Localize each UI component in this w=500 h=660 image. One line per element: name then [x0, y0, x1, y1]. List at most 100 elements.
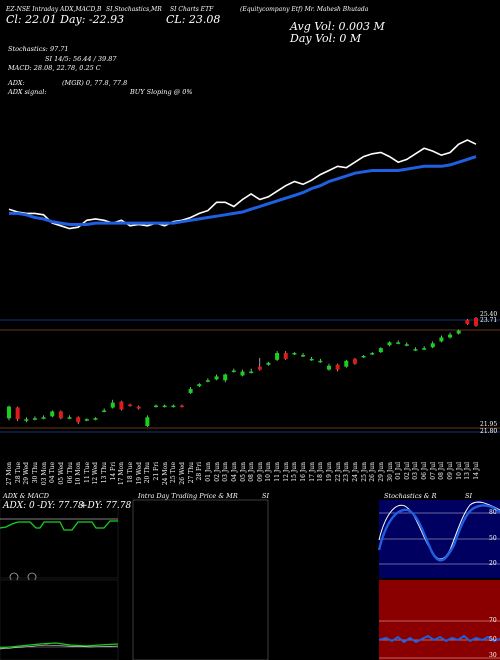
date-tick-label: 10 Mon	[75, 462, 83, 486]
rsi-panel	[379, 580, 500, 660]
candle-body	[249, 371, 254, 374]
date-tick-label: 10 Jun	[265, 462, 273, 482]
date-tick-label: 06 Thu	[66, 462, 74, 484]
candle-body	[344, 360, 349, 367]
date-tick-label: 24 Jun	[351, 462, 359, 482]
date-tick-label: 15 Jun	[291, 462, 299, 482]
candle-body	[41, 417, 46, 419]
date-tick-label: 11 Jun	[274, 462, 282, 482]
rsi-level-70: 70	[489, 617, 497, 624]
candle-body	[283, 353, 288, 359]
day-volume: Day Vol: 0 M	[290, 32, 362, 45]
candle-body	[413, 349, 418, 351]
stoch-level-80: 80	[489, 509, 497, 516]
candle-body	[266, 362, 271, 365]
candle-body	[136, 406, 141, 409]
date-tick-label: 29 Wed	[23, 462, 31, 485]
date-tick-label: 02 Jul	[403, 462, 411, 480]
close-price: CL: 23.08	[166, 13, 221, 26]
stoch-k-line	[378, 501, 500, 560]
date-tick-label: 01 Jun	[204, 462, 212, 482]
intraday-panel-title: Intra Day Trading Price & MR	[138, 492, 238, 500]
candle-body	[50, 411, 55, 417]
candle-body	[110, 402, 115, 408]
date-tick-label: 04 Tue	[49, 462, 57, 483]
candle-body	[102, 410, 107, 412]
date-tick-label: 18 Tue	[127, 462, 135, 483]
date-tick-label: 29 Jun	[377, 462, 385, 482]
date-tick-label: 18 Jun	[317, 462, 325, 482]
date-tick-label: 13 Thu	[101, 462, 109, 484]
axis-label-bottom: 21.95	[480, 421, 498, 428]
candle-body	[422, 348, 427, 350]
header-indicators: X,MACD,B	[69, 6, 102, 13]
candle-body	[15, 407, 20, 420]
date-tick-label: 08 Jun	[248, 462, 256, 482]
candle-body	[240, 371, 245, 376]
date-tick-label: 03 Jun	[222, 462, 230, 482]
stoch-level-20: 20	[489, 560, 497, 567]
date-tick-label: 05 Wed	[57, 462, 65, 485]
macd-signal-line	[0, 644, 119, 650]
axis-label-top: 25.40	[480, 311, 498, 318]
date-tick-label: 23 Jun	[343, 462, 351, 482]
candle-body	[154, 405, 159, 408]
stochastics-readout: Stochastics: 97.71	[8, 45, 69, 53]
candle-body	[430, 343, 435, 348]
candle-body	[93, 418, 98, 420]
candle-body	[231, 370, 236, 373]
rsi-line	[378, 634, 500, 644]
stochastics-panel	[379, 500, 500, 578]
candle-body	[67, 417, 72, 419]
date-tick-label: 02 Jun	[213, 462, 221, 482]
stoch-panel-title: Stochastics & R	[384, 492, 437, 500]
date-tick-label: 19 Jun	[325, 462, 333, 482]
adx-signal-label: ADX signal:	[8, 88, 47, 96]
date-tick-label: 08 Jul	[438, 462, 446, 480]
candle-body	[84, 419, 89, 421]
candle-body	[257, 366, 262, 370]
date-tick-label: 09 Jul	[447, 462, 455, 480]
axis-label-top-2: 23.71	[480, 317, 498, 324]
close-change: Cl: 22.01 Day: -22.93	[6, 13, 125, 26]
date-tick-label: 07 Jul	[429, 462, 437, 480]
candle-body	[197, 384, 202, 387]
candle-body	[205, 380, 210, 382]
candle-body	[275, 353, 280, 360]
date-tick-label: 06 Jul	[421, 462, 429, 480]
ticker-label: EZ-NSE	[6, 6, 31, 13]
candle-body	[119, 401, 124, 410]
date-tick-label: 21 Fri	[153, 462, 161, 481]
candle-body	[145, 417, 150, 427]
adx-panel	[0, 499, 119, 579]
date-tick-label: 27 Thu	[187, 462, 195, 484]
candle-body	[456, 330, 461, 334]
buy-signal: BUY Sloping @ 0%	[130, 88, 193, 96]
date-tick-label: 27 Mon	[6, 462, 13, 486]
candle-body	[292, 353, 297, 355]
candle-body	[188, 389, 193, 393]
candle-body	[326, 365, 331, 370]
candle-body	[171, 405, 176, 408]
date-tick-label: 05 Jun	[239, 462, 247, 482]
candle-body	[370, 353, 375, 355]
date-tick-label: 12 Jun	[282, 462, 290, 482]
date-tick-label: 30 Jun	[386, 462, 394, 482]
marker-circle-1	[9, 572, 19, 582]
date-tick-label: 25 Jun	[360, 462, 368, 482]
date-tick-label: 26 Jun	[369, 462, 377, 482]
si-readout: SI 14/5: 56.44 / 39.87	[45, 55, 117, 63]
stoch-panel-si: SI	[465, 492, 473, 500]
date-tick-label: 10 Jul	[455, 462, 463, 480]
stoch-level-50: 50	[489, 535, 497, 542]
adx-readout: ADX: 0	[3, 501, 35, 511]
candle-body	[223, 374, 228, 381]
candle-body	[128, 404, 133, 407]
adx-panel-title: ADX & MACD	[3, 492, 49, 500]
date-tick-label: 24 Mon	[161, 462, 169, 486]
price-chart	[0, 139, 500, 433]
macd-panel	[0, 579, 119, 660]
adx-mgr-readout: (MGR) 0, 77.8, 77.8	[62, 79, 128, 87]
candle-body	[378, 348, 383, 353]
rsi-level-50: 50	[489, 636, 497, 643]
